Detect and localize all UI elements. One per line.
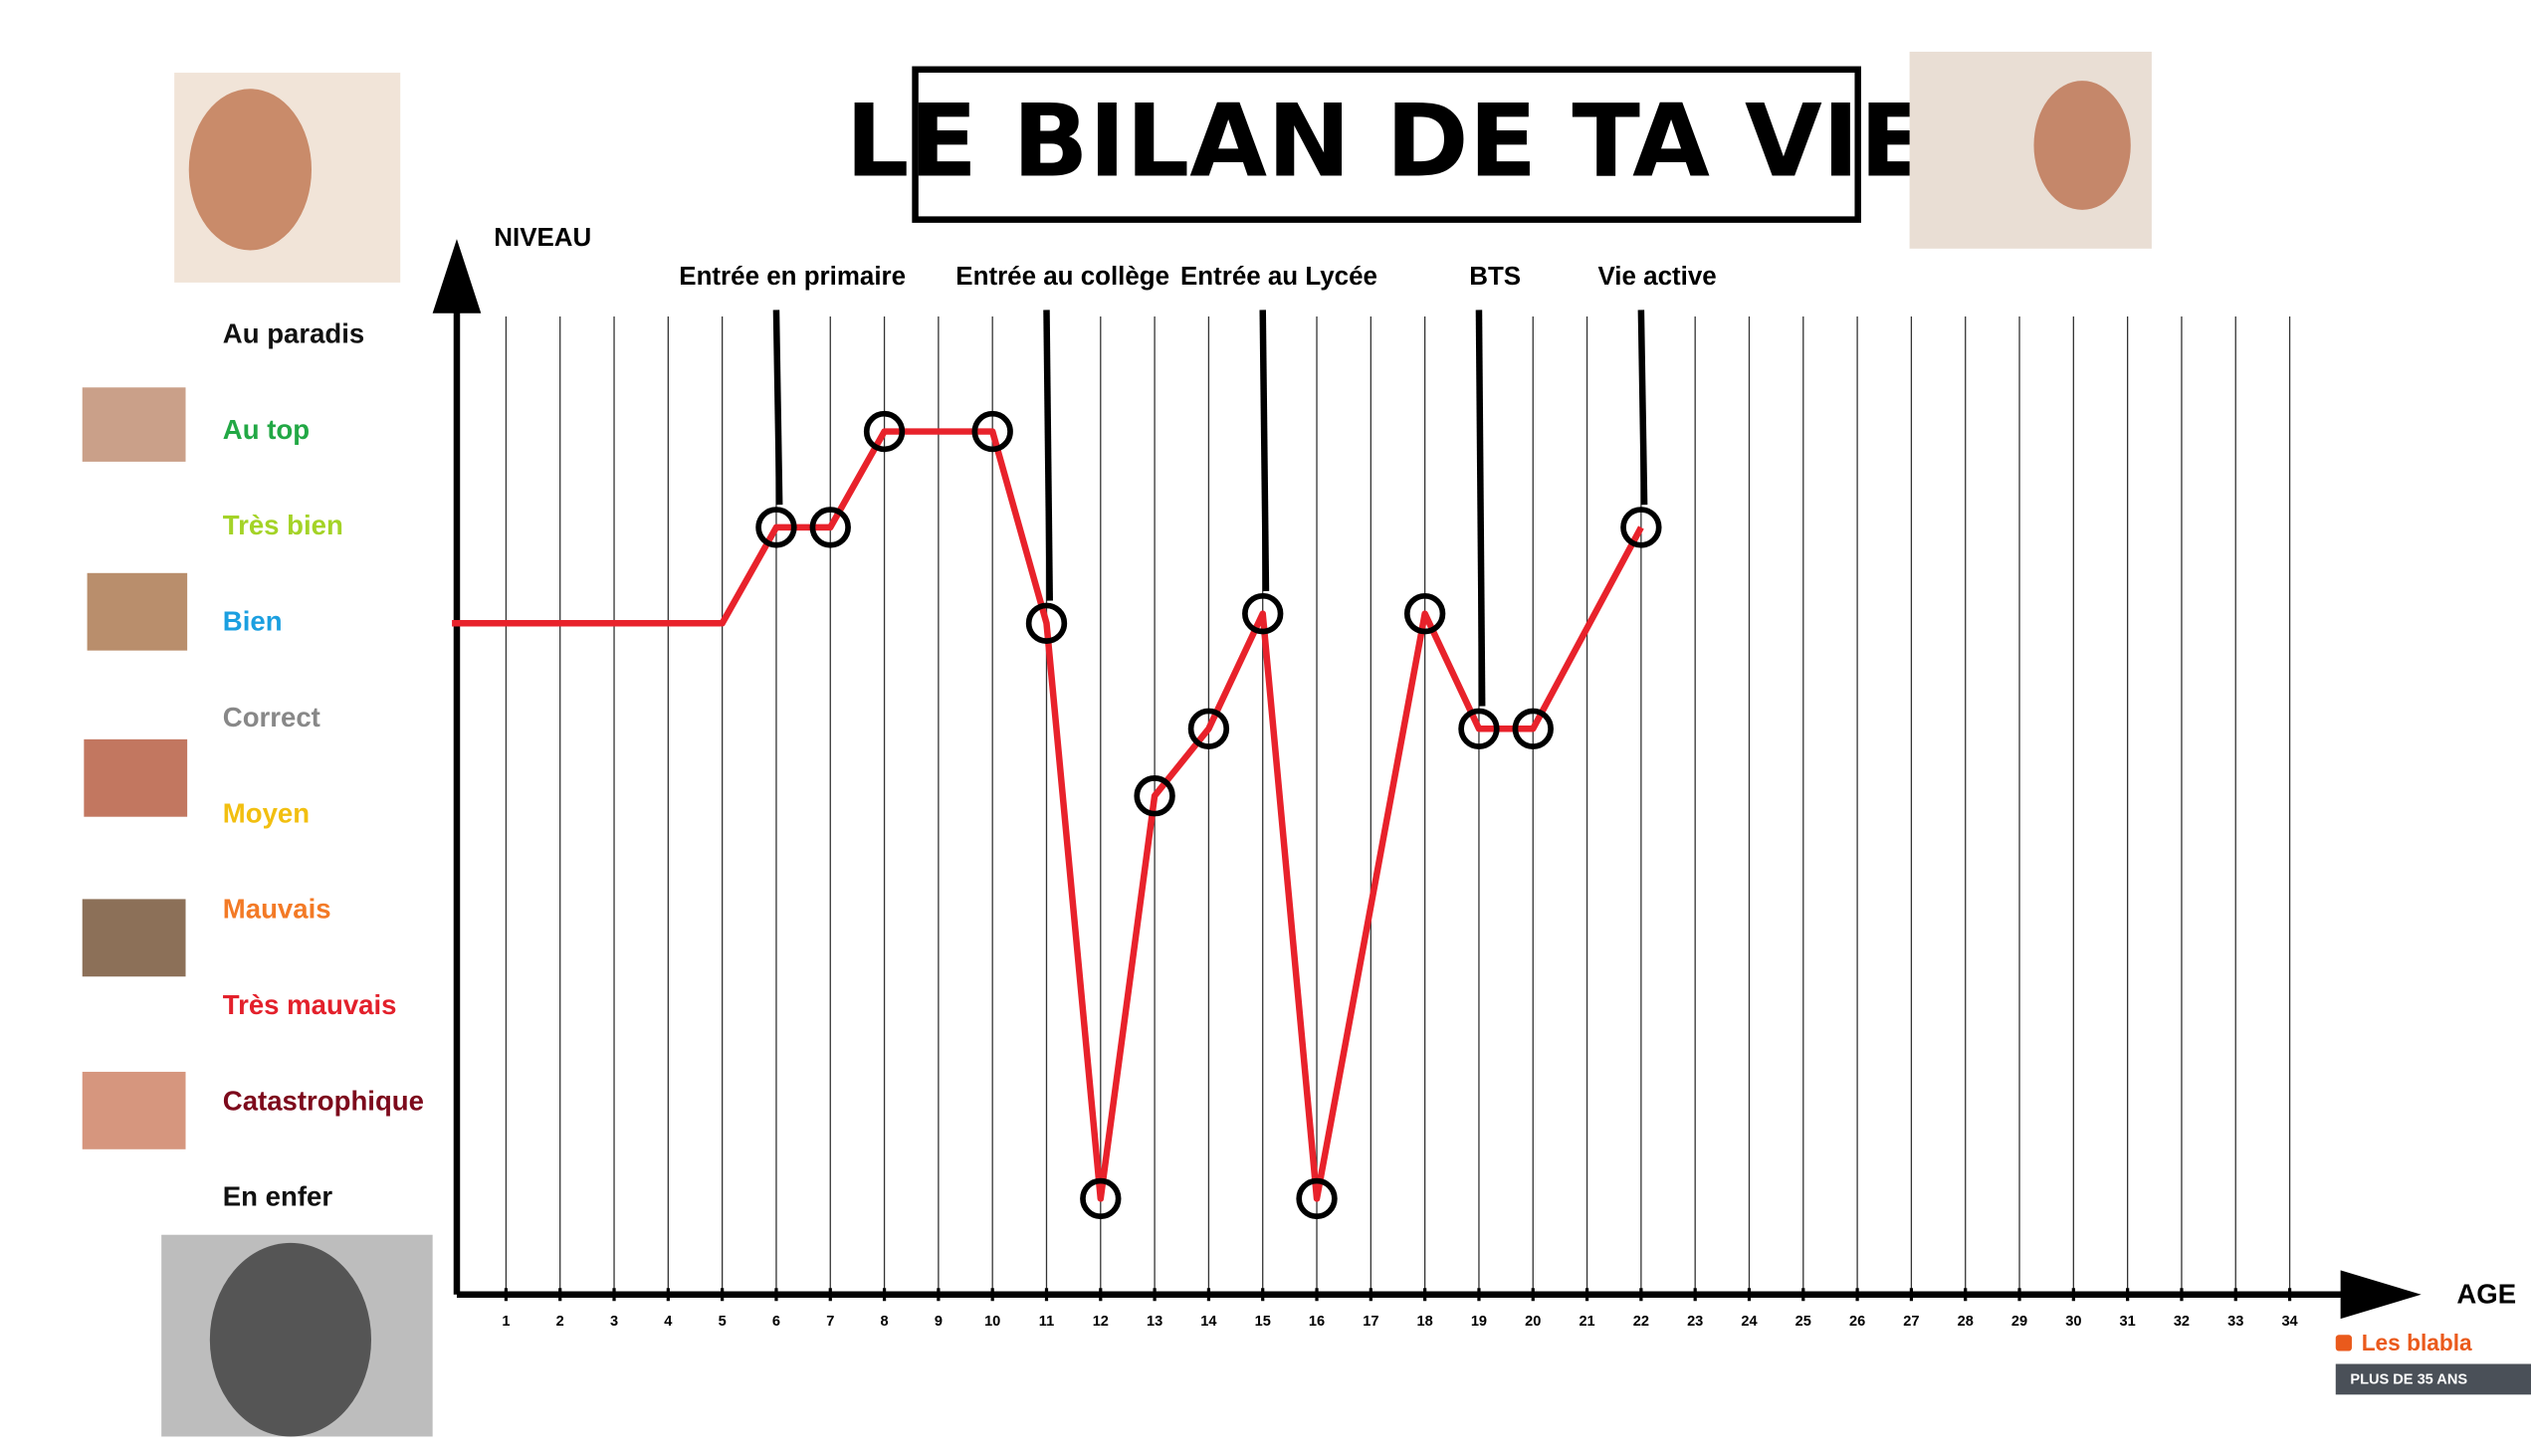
point-marker [755,507,797,548]
y-tick-label: Correct [223,702,320,732]
annotation-line [1637,310,1648,506]
x-tick-label: 25 [1795,1314,1811,1330]
annotation-line [772,310,783,506]
x-tick-label: 4 [664,1314,673,1330]
badge: Les blabla PLUS DE 35 ANS [2335,1330,2531,1395]
chart-title: LE BILAN DE TA VIE [845,84,1928,200]
x-tick-label: 15 [1255,1314,1271,1330]
annotation-line [1259,310,1270,591]
badge-bar [2335,1363,2531,1395]
x-tick-label: 16 [1309,1314,1325,1330]
annotation: BTS [1469,263,1521,291]
x-tick-label: 24 [1741,1314,1758,1330]
annotation: Vie active [1597,263,1716,291]
title-box [912,66,1861,223]
faces [82,51,2152,1437]
x-axis-arrow [2340,1270,2422,1320]
face [2033,81,2131,210]
annotation: Entrée en primaire [679,263,906,291]
point-marker [809,507,851,548]
face-photo [82,1071,186,1149]
y-tick-label: Au top [223,414,310,445]
annotation: Entrée au Lycée [1180,263,1377,291]
point-marker [1242,592,1284,635]
point-marker [1025,602,1068,644]
point-marker [1134,775,1175,817]
x-tick-label: 12 [1093,1314,1109,1330]
x-tick-label: 32 [2174,1314,2190,1330]
face [188,89,313,251]
x-tick-label: 8 [881,1314,889,1330]
badge-icon [2335,1335,2352,1352]
x-tick-label: 34 [2281,1314,2298,1330]
annotation: Entrée au collège [955,263,1169,291]
x-tick-label: 10 [984,1314,1000,1330]
x-tick-label: 11 [1039,1314,1054,1330]
x-tick-label: 31 [2120,1314,2136,1330]
y-tick-label: Catastrophique [223,1085,424,1116]
point-marker [1512,708,1554,749]
x-tick-label: 7 [826,1314,834,1330]
annotation-line [1043,310,1053,601]
x-axis-label: AGE [2456,1279,2516,1310]
face-photo [84,738,188,817]
x-tick-label: 29 [2011,1314,2027,1330]
x-tick-label: 33 [2227,1314,2243,1330]
x-tick-label: 13 [1147,1314,1162,1330]
x-tick-label: 5 [719,1314,727,1330]
x-tick-label: 2 [556,1314,564,1330]
y-tick-label: Bien [223,606,283,637]
x-tick-label: 6 [772,1314,780,1330]
x-tick-label: 21 [1579,1314,1594,1330]
point-marker [971,410,1013,453]
face [209,1242,372,1437]
y-tick-label: Très mauvais [223,989,397,1020]
x-tick-label: 1 [502,1314,510,1330]
point-marker [1187,708,1230,749]
face-photo [82,899,186,977]
y-axis-arrow [432,239,482,313]
badge-subtitle: PLUS DE 35 ANS [2350,1372,2467,1388]
y-tick-label: Moyen [223,797,310,828]
y-tick-label: En enfer [223,1181,333,1212]
x-tick-label: 23 [1687,1314,1703,1330]
badge-title: Les blabla [2362,1330,2472,1355]
x-tick-label: 26 [1849,1314,1865,1330]
point-marker [1080,1177,1122,1220]
x-tick-label: 3 [610,1314,618,1330]
x-tick-label: 18 [1417,1314,1433,1330]
face-photo [82,387,186,462]
point-marker [1620,507,1662,548]
x-tick-label: 30 [2065,1314,2081,1330]
point-marker [1296,1177,1338,1220]
point-marker [863,410,906,453]
data-line [452,428,1644,1202]
point-marker [1458,708,1500,749]
y-tick-label: Mauvais [223,894,331,925]
x-tick-label: 27 [1903,1314,1919,1330]
y-tick-label: Au paradis [223,317,364,348]
point-marker [1403,592,1446,635]
x-tick-label: 9 [935,1314,943,1330]
x-tick-label: 17 [1363,1314,1378,1330]
y-tick-label: Très bien [223,510,343,540]
x-tick-label: 14 [1200,1314,1217,1330]
y-axis-label: NIVEAU [494,224,591,252]
x-tick-label: 20 [1525,1314,1541,1330]
x-tick-label: 22 [1633,1314,1649,1330]
x-tick-label: 19 [1471,1314,1487,1330]
x-tick-label: 28 [1958,1314,1974,1330]
annotation-line [1475,310,1486,707]
face-photo [87,572,188,651]
